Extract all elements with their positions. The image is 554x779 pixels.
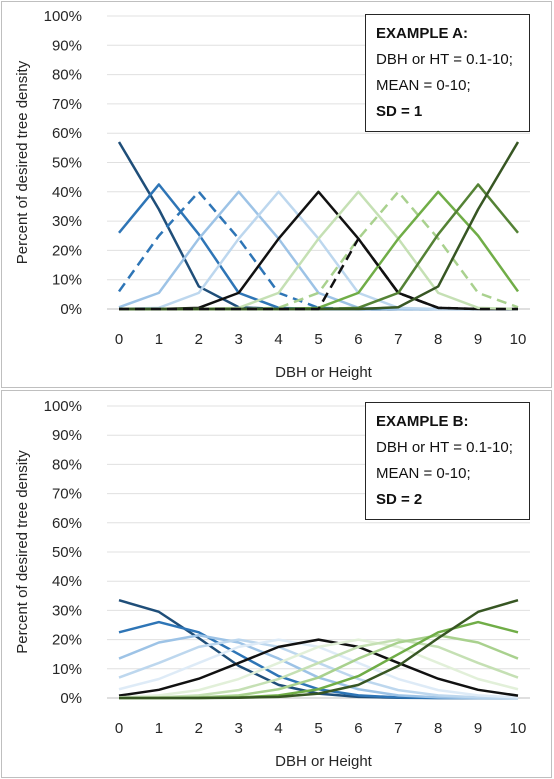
series-line-8 bbox=[118, 638, 519, 700]
x-tick-label: 3 bbox=[235, 331, 243, 348]
y-tick-label: 100% bbox=[44, 8, 82, 25]
y-tick-label: 60% bbox=[52, 515, 82, 532]
x-axis-title: DBH or Height bbox=[275, 753, 373, 770]
y-tick-label: 20% bbox=[52, 632, 82, 649]
y-tick-label: 40% bbox=[52, 573, 82, 590]
annotation-a-line-3: MEAN = 0-10; bbox=[376, 77, 471, 94]
x-tick-label: 2 bbox=[195, 331, 203, 348]
x-tick-label: 1 bbox=[155, 331, 163, 348]
y-tick-label: 70% bbox=[52, 96, 82, 113]
y-tick-label: 40% bbox=[52, 184, 82, 201]
annotation-box-b: EXAMPLE B: DBH or HT = 0.1-10; MEAN = 0-… bbox=[365, 402, 530, 520]
y-tick-label: 10% bbox=[52, 661, 82, 678]
y-tick-label: 0% bbox=[60, 301, 82, 318]
annotation-box-a: EXAMPLE A: DBH or HT = 0.1-10; MEAN = 0-… bbox=[365, 14, 530, 132]
series-line-10 bbox=[119, 620, 519, 700]
y-tick-label: 30% bbox=[52, 602, 82, 619]
chart-a-svg: 0% 10% 20% 30% 40% 50% 60% 70% 80% 90% 100% 0 1 2 3 4 5 6… bbox=[14, 8, 530, 381]
x-tick-label: 8 bbox=[434, 331, 442, 348]
y-tick-label: 50% bbox=[52, 155, 82, 172]
annotation-b-line-2: DBH or HT = 0.1-10; bbox=[376, 439, 513, 456]
y-axis-title: Percent of desired tree density bbox=[14, 450, 31, 654]
y-tick-label: 50% bbox=[52, 544, 82, 561]
x-tick-label: 1 bbox=[155, 720, 163, 737]
y-tick-label: 0% bbox=[60, 690, 82, 707]
y-tick-label: 30% bbox=[52, 213, 82, 230]
series-line-11 bbox=[119, 141, 520, 311]
y-tick-label: 70% bbox=[52, 486, 82, 503]
y-tick-label: 20% bbox=[52, 242, 82, 259]
annotation-a-line-4: SD = 1 bbox=[376, 103, 423, 120]
annotation-a-line-2: DBH or HT = 0.1-10; bbox=[376, 51, 513, 68]
x-tick-label: 8 bbox=[434, 720, 442, 737]
x-tick-label: 7 bbox=[394, 331, 402, 348]
x-tick-label: 7 bbox=[394, 720, 402, 737]
y-tick-label: 90% bbox=[52, 37, 82, 54]
y-tick-label: 60% bbox=[52, 125, 82, 142]
annotation-b-line-3: MEAN = 0-10; bbox=[376, 465, 471, 482]
x-tick-label: 4 bbox=[274, 331, 282, 348]
series-line-7 bbox=[118, 638, 519, 699]
series-line-11 bbox=[119, 598, 519, 700]
x-tick-label: 6 bbox=[354, 331, 362, 348]
x-tick-label: 0 bbox=[115, 331, 123, 348]
series-line-12 bbox=[119, 237, 518, 311]
chart-panel-a: 0% 10% 20% 30% 40% 50% 60% 70% 80% 90% 100% 0 1 2 3 4 5 6… bbox=[1, 1, 552, 388]
series-line-1 bbox=[117, 141, 518, 311]
y-tick-label: 80% bbox=[52, 456, 82, 473]
x-tick-label: 10 bbox=[510, 331, 527, 348]
series-line-2 bbox=[118, 620, 518, 700]
x-tick-label: 2 bbox=[195, 720, 203, 737]
x-tick-label: 6 bbox=[354, 720, 362, 737]
x-tick-label: 3 bbox=[235, 720, 243, 737]
x-tick-label: 9 bbox=[474, 720, 482, 737]
x-tick-label: 0 bbox=[115, 720, 123, 737]
y-tick-label: 10% bbox=[52, 272, 82, 289]
annotation-b-line-1: EXAMPLE B: bbox=[376, 413, 469, 430]
y-axis-title: Percent of desired tree density bbox=[14, 60, 31, 264]
x-tick-label: 4 bbox=[274, 720, 282, 737]
x-tick-label: 9 bbox=[474, 331, 482, 348]
series-line-6 bbox=[118, 638, 519, 697]
y-tick-label: 80% bbox=[52, 67, 82, 84]
x-tick-label: 10 bbox=[510, 720, 527, 737]
annotation-b-line-4: SD = 2 bbox=[376, 491, 423, 508]
x-tick-label: 5 bbox=[314, 720, 322, 737]
y-tick-label: 100% bbox=[44, 398, 82, 415]
x-tick-label: 5 bbox=[314, 331, 322, 348]
y-tick-label: 90% bbox=[52, 427, 82, 444]
chart-b-svg: 0% 10% 20% 30% 40% 50% 60% 70% 80% 90% 100% 0 1 2 3 4 5 6… bbox=[14, 398, 530, 770]
annotation-a-line-1: EXAMPLE A: bbox=[376, 25, 468, 42]
x-axis-title: DBH or Height bbox=[275, 364, 373, 381]
chart-panel-b: 0% 10% 20% 30% 40% 50% 60% 70% 80% 90% 100% 0 1 2 3 4 5 6… bbox=[1, 390, 552, 778]
